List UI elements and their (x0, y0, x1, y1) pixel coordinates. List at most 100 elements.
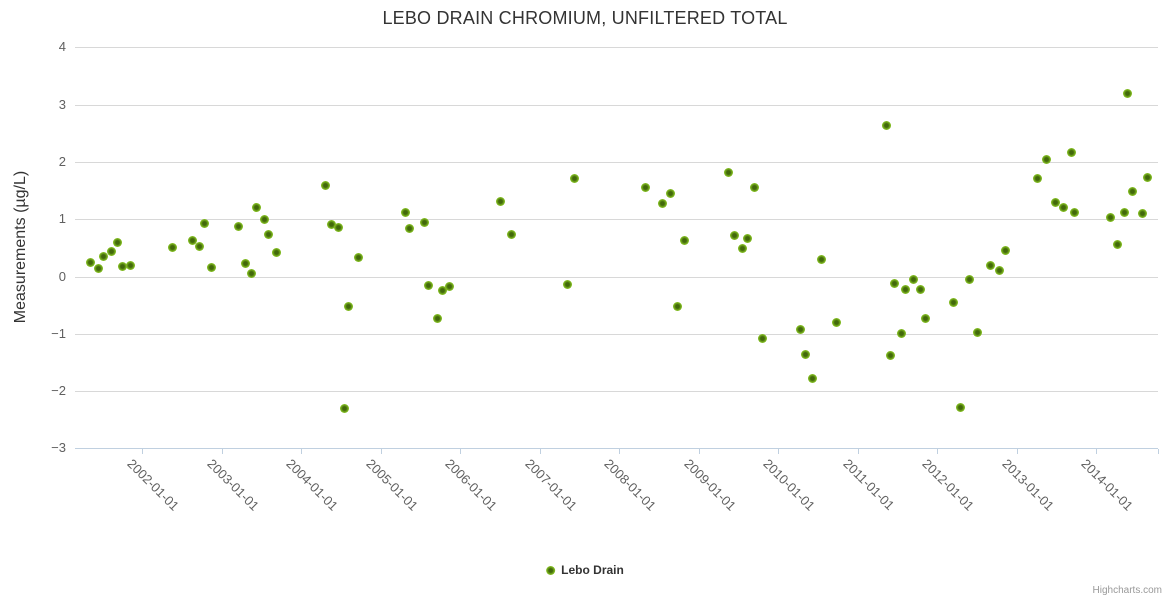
data-point[interactable] (445, 282, 454, 291)
data-point[interactable] (832, 318, 841, 327)
x-axis-tick (858, 449, 859, 454)
data-point[interactable] (260, 215, 269, 224)
data-point[interactable] (949, 298, 958, 307)
data-point[interactable] (658, 199, 667, 208)
data-point[interactable] (1113, 240, 1122, 249)
data-point[interactable] (272, 248, 281, 257)
data-point[interactable] (1123, 89, 1132, 98)
data-point[interactable] (207, 263, 216, 272)
y-axis-tick-label: 3 (58, 97, 66, 112)
x-axis-tick-label: 2011-01-01 (840, 456, 898, 513)
data-point[interactable] (909, 275, 918, 284)
highcharts-credits-link[interactable]: Highcharts.com (1092, 585, 1162, 596)
data-point[interactable] (750, 183, 759, 192)
data-point[interactable] (99, 252, 108, 261)
x-axis-tick (778, 449, 779, 454)
data-point[interactable] (808, 374, 817, 383)
data-point[interactable] (897, 329, 906, 338)
data-point[interactable] (738, 244, 747, 253)
data-point[interactable] (126, 261, 135, 270)
data-point[interactable] (641, 183, 650, 192)
data-point[interactable] (886, 351, 895, 360)
x-axis-tick (1096, 449, 1097, 454)
data-point[interactable] (916, 285, 925, 294)
legend-item-lebo-drain[interactable]: Lebo Drain (546, 563, 624, 577)
data-point[interactable] (438, 286, 447, 295)
x-axis-tick (460, 449, 461, 454)
data-point[interactable] (405, 224, 414, 233)
data-point[interactable] (890, 279, 899, 288)
data-point[interactable] (86, 258, 95, 267)
y-axis-tick-label: 1 (58, 211, 66, 226)
data-point[interactable] (321, 181, 330, 190)
x-axis-tick (1017, 449, 1018, 454)
data-point[interactable] (1033, 174, 1042, 183)
data-point[interactable] (200, 219, 209, 228)
x-axis-tick (699, 449, 700, 454)
data-point[interactable] (680, 236, 689, 245)
data-point[interactable] (188, 236, 197, 245)
legend-marker-icon (546, 565, 556, 575)
data-point[interactable] (354, 253, 363, 262)
data-point[interactable] (401, 208, 410, 217)
data-point[interactable] (995, 266, 1004, 275)
data-point[interactable] (234, 222, 243, 231)
data-point[interactable] (965, 275, 974, 284)
data-point[interactable] (327, 220, 336, 229)
data-point[interactable] (1001, 246, 1010, 255)
data-point[interactable] (252, 203, 261, 212)
data-point[interactable] (563, 280, 572, 289)
data-point[interactable] (344, 302, 353, 311)
x-axis-tick (142, 449, 143, 454)
data-point[interactable] (570, 174, 579, 183)
data-point[interactable] (433, 314, 442, 323)
data-point[interactable] (1128, 187, 1137, 196)
data-point[interactable] (113, 238, 122, 247)
data-point[interactable] (973, 328, 982, 337)
x-axis-tick-label: 2006-01-01 (442, 456, 501, 514)
data-point[interactable] (340, 404, 349, 413)
data-point[interactable] (758, 334, 767, 343)
data-point[interactable] (107, 247, 116, 256)
data-point[interactable] (666, 189, 675, 198)
data-point[interactable] (420, 218, 429, 227)
data-point[interactable] (264, 230, 273, 239)
data-point[interactable] (168, 243, 177, 252)
data-point[interactable] (956, 403, 965, 412)
x-axis-tick-label: 2012-01-01 (919, 456, 978, 514)
data-point[interactable] (241, 259, 250, 268)
data-point[interactable] (424, 281, 433, 290)
data-point[interactable] (1143, 173, 1152, 182)
data-point[interactable] (901, 285, 910, 294)
data-point[interactable] (1106, 213, 1115, 222)
data-point[interactable] (496, 197, 505, 206)
data-point[interactable] (507, 230, 516, 239)
data-point[interactable] (247, 269, 256, 278)
data-point[interactable] (796, 325, 805, 334)
data-point[interactable] (334, 223, 343, 232)
data-point[interactable] (1138, 209, 1147, 218)
data-point[interactable] (986, 261, 995, 270)
data-point[interactable] (1059, 203, 1068, 212)
data-point[interactable] (1051, 198, 1060, 207)
data-point[interactable] (743, 234, 752, 243)
data-point[interactable] (1120, 208, 1129, 217)
data-point[interactable] (1070, 208, 1079, 217)
data-point[interactable] (921, 314, 930, 323)
x-axis-end-tick (1158, 449, 1159, 454)
data-point[interactable] (882, 121, 891, 130)
data-point[interactable] (118, 262, 127, 271)
y-gridline (75, 162, 1158, 163)
data-point[interactable] (673, 302, 682, 311)
data-point[interactable] (94, 264, 103, 273)
data-point[interactable] (730, 231, 739, 240)
data-point[interactable] (195, 242, 204, 251)
x-axis-tick-label: 2004-01-01 (283, 456, 342, 514)
data-point[interactable] (724, 168, 733, 177)
y-axis-title: Measurements (µg/L) (12, 170, 29, 324)
data-point[interactable] (1042, 155, 1051, 164)
data-point[interactable] (801, 350, 810, 359)
data-point[interactable] (817, 255, 826, 264)
y-axis-tick-label: 2 (58, 154, 66, 169)
data-point[interactable] (1067, 148, 1076, 157)
